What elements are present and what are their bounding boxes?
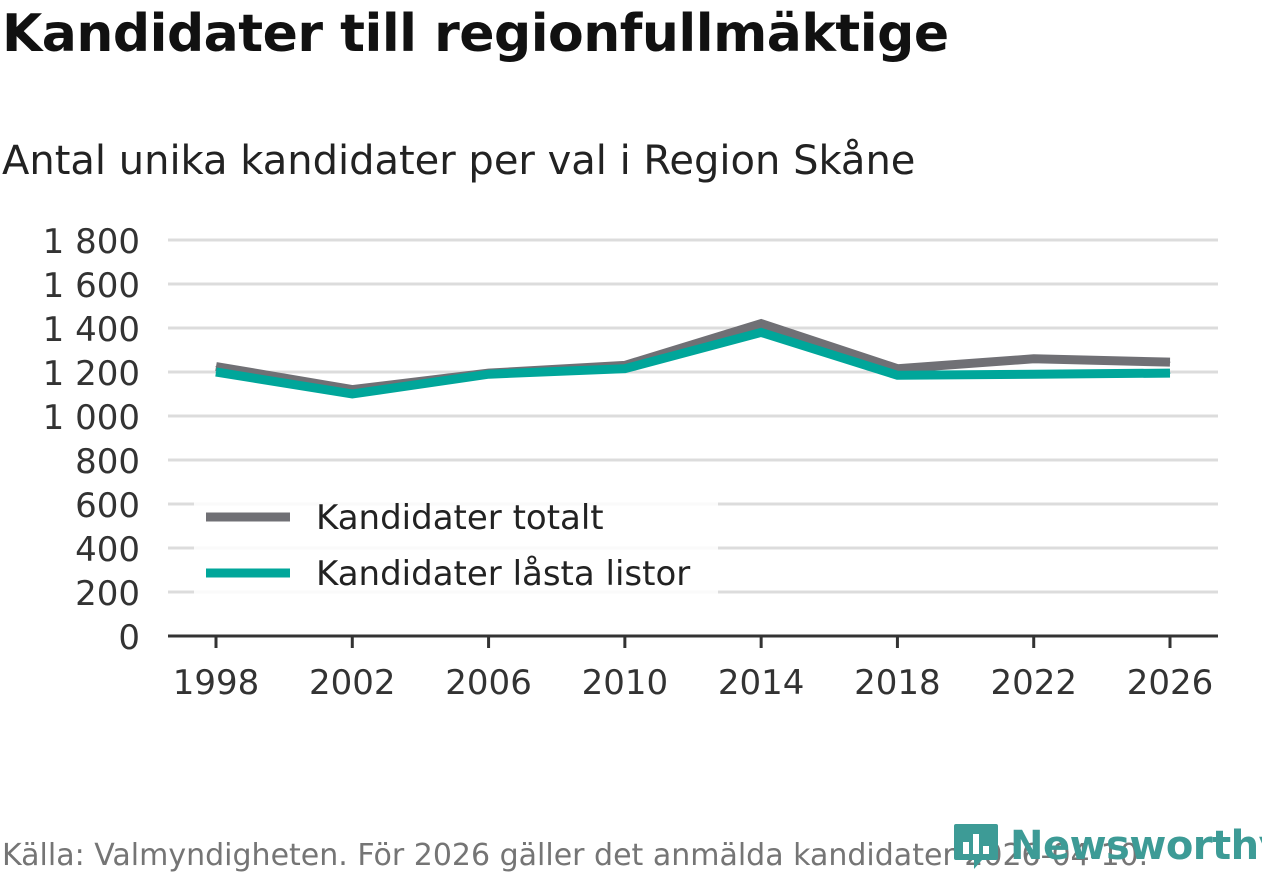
data-point <box>215 366 217 367</box>
data-point <box>760 323 762 325</box>
data-point <box>488 373 490 375</box>
data-point <box>896 374 898 376</box>
x-tick-label: 2010 <box>582 663 669 703</box>
data-point <box>624 368 626 370</box>
x-tick-label: 2002 <box>309 663 396 703</box>
y-tick-label: 1 000 <box>43 398 140 438</box>
y-tick-label: 0 <box>118 618 140 658</box>
legend-label: Kandidater totalt <box>316 498 604 538</box>
brand-name: Newsworthy <box>1010 823 1262 869</box>
legend: Kandidater totalt Kandidater låsta listor <box>194 494 718 594</box>
series-line-lasta-listor <box>215 327 1171 399</box>
x-tick-label: 2022 <box>990 663 1077 703</box>
data-point <box>1169 361 1171 363</box>
x-tick-label: 2014 <box>718 663 805 703</box>
data-point <box>215 371 217 373</box>
chart-subtitle: Antal unika kandidater per val i Region … <box>2 138 916 184</box>
x-tick-label: 2018 <box>854 663 941 703</box>
y-tick-label: 1 200 <box>43 354 140 394</box>
x-tick-label: 2006 <box>445 663 532 703</box>
data-point <box>760 331 762 333</box>
chart-title: Kandidater till regionfullmäktige <box>2 4 949 64</box>
series-line-totalt <box>215 318 1171 395</box>
brand[interactable]: Newsworthy <box>952 818 1262 874</box>
series-lines <box>215 318 1171 399</box>
x-tick-label: 2026 <box>1127 663 1214 703</box>
data-point <box>351 393 353 395</box>
data-point <box>896 368 898 370</box>
y-tick-label: 800 <box>75 442 140 482</box>
newsworthy-logo-icon <box>954 824 998 869</box>
y-tick-label: 600 <box>75 486 140 526</box>
y-tick-label: 200 <box>75 574 140 614</box>
legend-label: Kandidater låsta listor <box>316 554 690 594</box>
data-point <box>1033 373 1035 375</box>
y-tick-label: 400 <box>75 530 140 570</box>
data-point <box>1169 372 1171 374</box>
x-axis-ticks: 1998 2002 2006 2010 2014 2018 2022 2026 <box>173 636 1214 703</box>
x-tick-label: 1998 <box>173 663 260 703</box>
y-tick-label: 1 800 <box>43 222 140 262</box>
y-tick-label: 1 600 <box>43 266 140 306</box>
y-tick-label: 1 400 <box>43 310 140 350</box>
data-point <box>1033 358 1035 360</box>
